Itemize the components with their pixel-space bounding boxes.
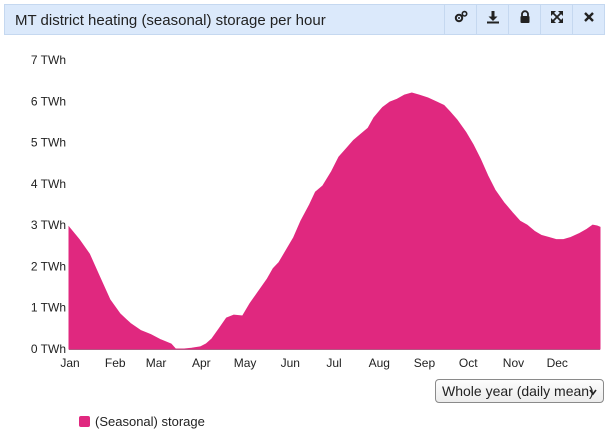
y-axis: 0 TWh 1 TWh 2 TWh 3 TWh 4 TWh 5 TWh 6 TWh 7 TWh xyxy=(31,53,66,356)
plot-area xyxy=(68,92,601,350)
panel-title: MT district heating (seasonal) storage p… xyxy=(15,12,326,29)
y-tick-label: 5 TWh xyxy=(31,136,66,150)
x-tick-label: Apr xyxy=(192,356,211,370)
download-icon xyxy=(486,10,500,29)
x-tick-label: Aug xyxy=(369,356,390,370)
x-tick-label: Sep xyxy=(414,356,436,370)
legend-label: (Seasonal) storage xyxy=(95,414,205,429)
chart-legend: (Seasonal) storage xyxy=(79,414,205,429)
x-tick-label: Mar xyxy=(146,356,167,370)
close-button[interactable] xyxy=(572,5,604,34)
storage-area-chart: 0 TWh 1 TWh 2 TWh 3 TWh 4 TWh 5 TWh 6 TWh 7 TWh… xyxy=(31,53,601,370)
y-tick-label: 4 TWh xyxy=(31,177,66,191)
y-tick-label: 1 TWh xyxy=(31,301,66,315)
y-tick-label: 0 TWh xyxy=(31,342,66,356)
x-axis: Jan Feb Mar Apr May Jun Jul Aug Sep Oct Nov Dec xyxy=(60,349,600,370)
storage-area xyxy=(68,92,601,350)
close-icon xyxy=(582,10,596,29)
legend-swatch xyxy=(79,416,90,427)
x-tick-label: Jan xyxy=(60,356,79,370)
settings-button[interactable] xyxy=(444,5,476,34)
x-tick-label: May xyxy=(234,356,257,370)
expand-button[interactable] xyxy=(540,5,572,34)
period-select-value: Whole year (daily mean) xyxy=(442,383,594,399)
panel-header: MT district heating (seasonal) storage p… xyxy=(4,4,605,35)
y-tick-label: 6 TWh xyxy=(31,94,66,108)
lock-icon xyxy=(518,10,532,29)
chevron-down-icon xyxy=(588,385,598,401)
x-tick-label: Nov xyxy=(503,356,524,370)
x-tick-label: Feb xyxy=(105,356,126,370)
settings-icon xyxy=(454,10,468,29)
x-tick-label: Jul xyxy=(326,356,341,370)
y-tick-label: 3 TWh xyxy=(31,218,66,232)
period-select[interactable]: Whole year (daily mean) xyxy=(435,379,604,403)
y-tick-label: 2 TWh xyxy=(31,259,66,273)
expand-icon xyxy=(550,10,564,29)
x-tick-label: Dec xyxy=(547,356,568,370)
download-button[interactable] xyxy=(476,5,508,34)
x-tick-label: Jun xyxy=(281,356,300,370)
x-tick-label: Oct xyxy=(459,356,478,370)
panel-toolbar xyxy=(444,5,604,34)
y-tick-label: 7 TWh xyxy=(31,53,66,67)
lock-button[interactable] xyxy=(508,5,540,34)
